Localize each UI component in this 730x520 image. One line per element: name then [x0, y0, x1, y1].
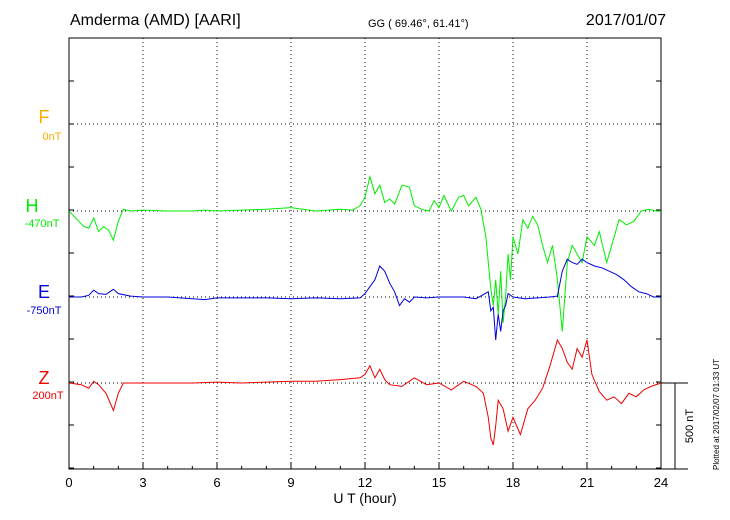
series-line-E — [69, 258, 661, 341]
component-Z-label: Z — [38, 368, 50, 388]
series-line-Z — [68, 338, 662, 446]
x-tick-label-9: 9 — [287, 475, 294, 490]
scale-bar: 500 nT — [661, 382, 696, 470]
scale-bar-label: 500 nT — [684, 409, 696, 444]
x-tick-label-21: 21 — [580, 475, 594, 490]
grid-lines — [69, 38, 661, 469]
series-line-H — [68, 174, 661, 332]
component-H-baseline: -470nT — [24, 218, 60, 230]
component-F-label: F — [38, 107, 50, 127]
component-E-baseline: -750nT — [26, 305, 62, 317]
x-tick-label-24: 24 — [654, 475, 668, 490]
x-tick-label-3: 3 — [139, 475, 146, 490]
station-coordinates: GG ( 69.46°, 61.41°) — [368, 18, 469, 30]
x-tick-label-18: 18 — [506, 475, 520, 490]
station-title: Amderma (AMD) [AARI] — [70, 12, 241, 29]
x-tick-label-0: 0 — [65, 475, 72, 490]
x-axis-ticks: 0 3 6 9 12 15 18 21 24 — [65, 463, 668, 490]
x-axis-label: U T (hour) — [333, 490, 396, 506]
component-H-label: H — [25, 196, 39, 216]
series-layer — [68, 174, 662, 446]
component-F-baseline: 0nT — [42, 131, 62, 143]
x-tick-label-6: 6 — [213, 475, 220, 490]
component-Z-baseline: 200nT — [32, 390, 64, 402]
x-tick-label-12: 12 — [358, 475, 372, 490]
component-E-label: E — [37, 282, 50, 302]
chart-date: 2017/01/07 — [585, 12, 666, 29]
x-tick-label-15: 15 — [432, 475, 446, 490]
